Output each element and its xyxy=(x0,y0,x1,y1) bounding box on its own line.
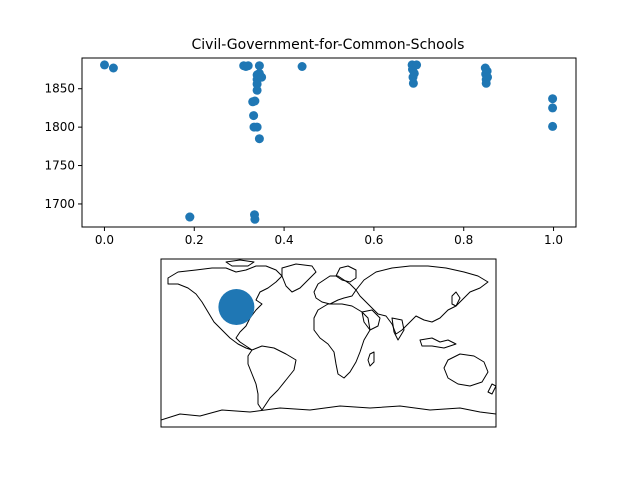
y-tick-label: 1800 xyxy=(44,120,75,134)
y-tick-label: 1750 xyxy=(44,159,75,173)
plot-frame xyxy=(81,57,577,228)
continent-australia xyxy=(443,353,489,387)
scatter-point xyxy=(243,61,253,71)
scatter-point xyxy=(100,60,109,70)
y-tick-label: 1700 xyxy=(44,197,75,211)
scatter-point xyxy=(249,111,259,121)
continent-north-america xyxy=(167,265,283,351)
map-marker xyxy=(218,289,255,325)
x-tick-label: 0.2 xyxy=(185,233,204,247)
islands-arctic xyxy=(225,259,255,267)
scatter-points xyxy=(100,60,558,224)
scatter-point xyxy=(185,212,195,222)
scatter-point xyxy=(483,72,492,82)
continent-south-america xyxy=(247,345,297,411)
x-axis-ticks: 0.0 0.2 0.4 0.6 0.8 1.0 xyxy=(95,227,563,247)
scatter-point xyxy=(257,72,267,82)
scatter-point xyxy=(250,96,260,106)
x-tick-label: 0.8 xyxy=(454,233,473,247)
scatter-point xyxy=(254,134,264,144)
region-india xyxy=(391,317,405,341)
y-axis-ticks: 1700 1750 1800 1850 xyxy=(44,82,82,211)
islands-indonesia xyxy=(419,337,457,349)
chart-title: Civil-Government-for-Common-Schools xyxy=(192,37,465,53)
map-frame xyxy=(160,258,497,428)
scatter-point xyxy=(252,85,262,95)
continent-africa xyxy=(313,303,371,379)
x-tick-label: 1.0 xyxy=(544,233,563,247)
scatter-point xyxy=(254,61,264,71)
scatter-point xyxy=(252,122,262,132)
scatter-point xyxy=(548,121,558,131)
scatter-point xyxy=(409,68,419,78)
x-tick-label: 0.4 xyxy=(275,233,294,247)
scatter-point xyxy=(548,103,558,113)
scatter-chart: Civil-Government-for-Common-Schools 0.0 0… xyxy=(44,37,577,247)
scatter-point xyxy=(252,79,262,89)
y-tick-label: 1850 xyxy=(44,82,75,96)
map-markers xyxy=(218,289,255,325)
scatter-point xyxy=(108,63,118,73)
x-tick-label: 0.6 xyxy=(364,233,383,247)
island-greenland xyxy=(281,263,317,293)
world-map xyxy=(160,258,497,428)
continent-asia xyxy=(355,265,489,335)
scatter-point xyxy=(408,78,418,88)
island-madagascar xyxy=(367,351,375,367)
scatter-point xyxy=(297,62,307,71)
continent-antarctica xyxy=(161,405,496,427)
island-new-zealand xyxy=(487,383,496,395)
scatter-point xyxy=(250,214,260,224)
scatter-point xyxy=(548,94,558,104)
scatter-point xyxy=(412,60,422,70)
region-scandinavia xyxy=(335,265,357,283)
region-arabian-peninsula xyxy=(361,309,381,331)
x-tick-label: 0.0 xyxy=(95,233,114,247)
island-japan xyxy=(451,291,461,307)
